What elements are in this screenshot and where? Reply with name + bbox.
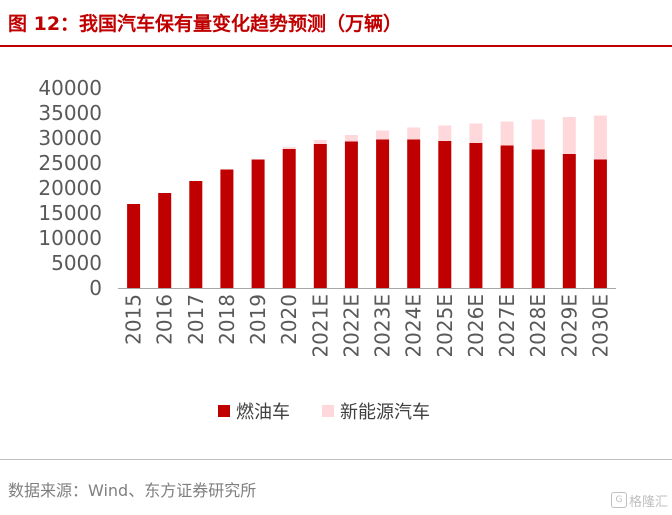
- stacked-bar-chart: 0500010000150002000025000300003500040000…: [38, 76, 616, 358]
- legend-swatch-new-energy-vehicle: [322, 405, 334, 417]
- bar-new-energy-vehicle: [469, 123, 483, 143]
- bar-fuel-vehicle: [158, 193, 172, 288]
- bar-new-energy-vehicle: [500, 121, 514, 146]
- bar-new-energy-vehicle: [593, 115, 607, 160]
- bar-fuel-vehicle: [500, 145, 514, 288]
- bar-new-energy-vehicle: [376, 130, 390, 140]
- bar-new-energy-vehicle: [282, 147, 296, 149]
- bar-new-energy-vehicle: [407, 127, 421, 140]
- bar-new-energy-vehicle: [438, 125, 452, 141]
- x-tick-label: 2022E: [339, 294, 363, 358]
- x-tick-label: 2024E: [402, 294, 426, 358]
- x-axis: 2015 2016 2017 2018 2019 2020 2021E 2022E 2023E 2…: [122, 294, 613, 358]
- x-tick-label: 2018: [215, 294, 239, 345]
- bar-fuel-vehicle: [251, 159, 265, 288]
- watermark-text: 格隆汇: [628, 494, 668, 510]
- x-tick-label: 2021E: [308, 294, 332, 358]
- x-tick-label: 2019: [246, 294, 270, 345]
- bar-fuel-vehicle: [407, 139, 421, 288]
- y-tick-label: 15000: [38, 201, 102, 225]
- bar-fuel-vehicle: [562, 154, 576, 288]
- legend-label-new-energy-vehicle: 新能源汽车: [340, 402, 430, 423]
- legend: 燃油车 新能源汽车: [0, 398, 672, 424]
- bar-new-energy-vehicle: [313, 140, 327, 144]
- legend-item-fuel-vehicle: 燃油车: [218, 398, 290, 424]
- bar-fuel-vehicle: [376, 139, 390, 288]
- y-tick-label: 10000: [38, 226, 102, 250]
- x-tick-label: 2023E: [371, 294, 395, 358]
- y-tick-label: 35000: [38, 101, 102, 125]
- bar-fuel-vehicle: [469, 143, 483, 288]
- bar-new-energy-vehicle: [562, 117, 576, 154]
- y-tick-label: 0: [89, 276, 102, 300]
- legend-item-new-energy-vehicle: 新能源汽车: [322, 398, 430, 424]
- bar-fuel-vehicle: [189, 181, 203, 288]
- y-tick-label: 30000: [38, 126, 102, 150]
- x-tick-label: 2025E: [433, 294, 457, 358]
- x-tick-label: 2026E: [464, 294, 488, 358]
- y-tick-label: 25000: [38, 151, 102, 175]
- x-tick-label: 2017: [184, 294, 208, 345]
- bar-series: [127, 115, 607, 288]
- bar-fuel-vehicle: [531, 149, 545, 288]
- x-tick-label: 2016: [153, 294, 177, 345]
- y-tick-label: 5000: [51, 251, 102, 275]
- x-tick-label: 2020: [277, 294, 301, 345]
- bar-fuel-vehicle: [127, 204, 141, 288]
- y-tick-label: 20000: [38, 176, 102, 200]
- watermark: G 格隆汇: [610, 490, 668, 510]
- x-tick-label: 2027E: [495, 294, 519, 358]
- source-note: 数据来源：Wind、东方证券研究所: [8, 481, 257, 500]
- page-title: 图 12：我国汽车保有量变化趋势预测（万辆）: [8, 13, 403, 35]
- bar-fuel-vehicle: [438, 141, 452, 288]
- bar-fuel-vehicle: [344, 141, 358, 288]
- bar-fuel-vehicle: [220, 169, 234, 288]
- watermark-logo-icon: G: [610, 492, 627, 508]
- bar-fuel-vehicle: [282, 149, 296, 288]
- legend-label-fuel-vehicle: 燃油车: [236, 402, 290, 423]
- bar-fuel-vehicle: [593, 159, 607, 288]
- bar-fuel-vehicle: [313, 144, 327, 288]
- x-tick-label: 2015: [122, 294, 146, 345]
- bar-new-energy-vehicle: [344, 135, 358, 142]
- title-divider: [0, 45, 672, 47]
- legend-swatch-fuel-vehicle: [218, 405, 230, 417]
- x-tick-label: 2028E: [526, 294, 550, 358]
- footer-divider: [0, 459, 672, 460]
- x-tick-label: 2030E: [588, 294, 612, 358]
- x-tick-label: 2029E: [557, 294, 581, 358]
- y-tick-label: 40000: [38, 76, 102, 100]
- bar-new-energy-vehicle: [531, 119, 545, 150]
